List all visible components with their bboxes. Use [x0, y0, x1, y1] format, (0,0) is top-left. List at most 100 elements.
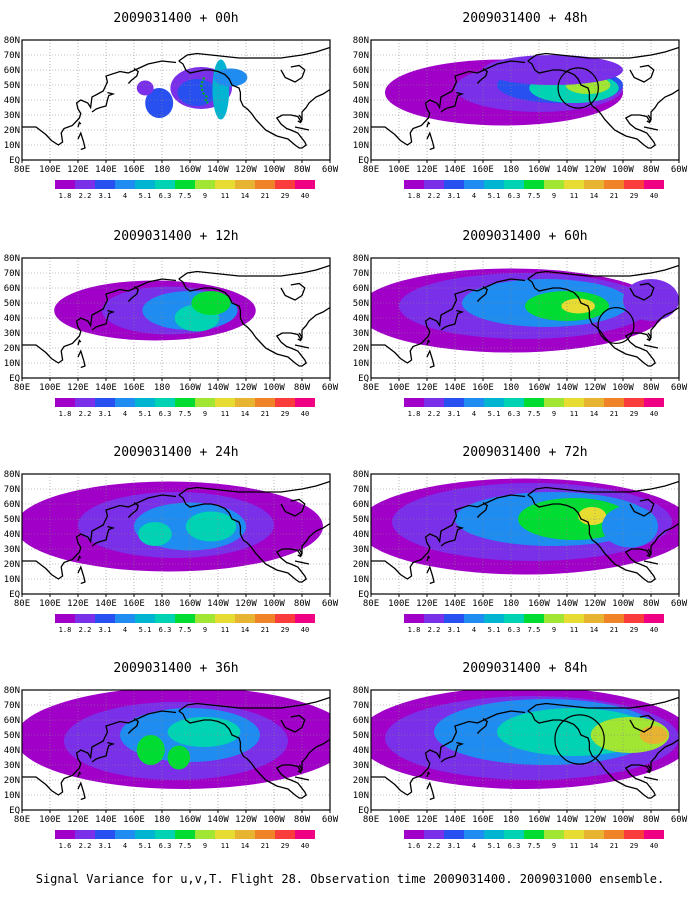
- x-tick-label: 100E: [388, 815, 410, 825]
- y-tick-label: 40N: [353, 96, 369, 106]
- colorbar-swatch: [464, 614, 484, 623]
- y-tick-label: 40N: [353, 314, 369, 324]
- x-tick-label: 100W: [612, 165, 634, 175]
- y-tick-label: 50N: [353, 299, 369, 309]
- coastline: [22, 46, 330, 151]
- colorbar-label: 1.8: [408, 626, 421, 634]
- colorbar-swatch: [524, 614, 544, 623]
- y-tick-label: 30N: [4, 545, 20, 555]
- y-tick-label: 30N: [4, 329, 20, 339]
- x-tick-label: 80W: [643, 599, 660, 609]
- colorbar-swatch: [195, 180, 215, 189]
- colorbar-swatch: [215, 614, 235, 623]
- x-tick-label: 180: [154, 165, 170, 175]
- colorbar-label: 21: [261, 192, 269, 200]
- y-tick-label: 30N: [4, 761, 20, 771]
- colorbar-label: 5.1: [488, 192, 501, 200]
- colorbar-swatch: [135, 614, 155, 623]
- colorbar-label: 40: [301, 192, 309, 200]
- colorbar-swatch: [564, 398, 584, 407]
- y-tick-label: 70N: [353, 269, 369, 279]
- x-tick-label: 80W: [294, 383, 311, 393]
- colorbar-label: 7.5: [179, 410, 192, 418]
- x-tick-label: 140W: [556, 599, 578, 609]
- coastline: [371, 480, 679, 585]
- colorbar-label: 7.5: [179, 192, 192, 200]
- colorbar-label: 14: [590, 842, 598, 850]
- gridlines: [22, 474, 330, 594]
- x-tick-label: 100E: [39, 383, 61, 393]
- colorbar-swatch: [524, 398, 544, 407]
- x-tick-label: 60W: [671, 165, 688, 175]
- x-tick-label: 80W: [643, 383, 660, 393]
- colorbar-label: 1.8: [59, 410, 72, 418]
- colorbar-swatch: [584, 830, 604, 839]
- y-tick-label: 40N: [4, 314, 20, 324]
- x-tick-label: 120W: [584, 599, 606, 609]
- colorbar-label: 1.8: [408, 410, 421, 418]
- y-tick-label: 70N: [4, 51, 20, 61]
- x-tick-label: 80W: [294, 599, 311, 609]
- colorbar-label: 2.2: [428, 626, 441, 634]
- colorbar-swatch: [524, 180, 544, 189]
- map-panel: 2009031400 + 60h 80E 100E 120E 140E 160E 180 16…: [353, 229, 688, 418]
- x-tick-label: 100E: [388, 599, 410, 609]
- colorbar-label: 5.1: [488, 626, 501, 634]
- colorbar-swatch: [95, 398, 115, 407]
- colorbar-swatch: [295, 398, 315, 407]
- colorbar-swatch: [115, 614, 135, 623]
- x-tick-label: 160W: [528, 815, 550, 825]
- colorbar-label: 11: [570, 626, 578, 634]
- y-tick-label: 80N: [4, 254, 20, 264]
- x-tick-label: 180: [503, 599, 519, 609]
- y-tick-label: EQ: [9, 806, 20, 816]
- colorbar-label: 29: [630, 192, 638, 200]
- colorbar-label: 1.6: [408, 842, 421, 850]
- colorbar-swatch: [275, 398, 295, 407]
- contour-region: [167, 717, 241, 747]
- y-tick-label: 30N: [353, 329, 369, 339]
- y-tick-label: 70N: [4, 485, 20, 495]
- colorbar-label: 21: [261, 842, 269, 850]
- colorbar: 1.8 2.2 3.1 4 5.1 6.3 7.5 9 11 14 21 29 40: [404, 398, 664, 418]
- y-tick-label: 20N: [353, 560, 369, 570]
- colorbar-label: 6.3: [508, 626, 521, 634]
- contour-region: [561, 298, 595, 314]
- colorbar-label: 7.5: [528, 192, 541, 200]
- colorbar-label: 9: [203, 410, 207, 418]
- colorbar-swatch: [75, 398, 95, 407]
- gridlines: [371, 690, 679, 810]
- colorbar-swatch: [295, 180, 315, 189]
- colorbar-label: 5.1: [139, 842, 152, 850]
- colorbar-label: 9: [552, 842, 556, 850]
- colorbar-swatch: [155, 180, 175, 189]
- colorbar-swatch: [544, 830, 564, 839]
- colorbar-swatch: [404, 830, 424, 839]
- map-frame: [21, 473, 331, 595]
- colorbar-label: 21: [610, 626, 618, 634]
- colorbar-swatch: [115, 830, 135, 839]
- gridlines: [22, 690, 330, 810]
- colorbar-swatch: [75, 180, 95, 189]
- colorbar-swatch: [484, 180, 504, 189]
- colorbar-swatch: [624, 614, 644, 623]
- x-tick-label: 60W: [322, 165, 339, 175]
- y-tick-label: 20N: [353, 126, 369, 136]
- colorbar-swatch: [115, 180, 135, 189]
- colorbar-label: 6.3: [508, 192, 521, 200]
- colorbar-swatch: [215, 830, 235, 839]
- gridlines: [371, 258, 679, 378]
- colorbar-label: 5.1: [488, 410, 501, 418]
- colorbar-swatch: [444, 830, 464, 839]
- colorbar-swatch: [95, 614, 115, 623]
- colorbar-swatch: [524, 830, 544, 839]
- colorbar-swatch: [604, 398, 624, 407]
- colorbar-label: 7.5: [179, 626, 192, 634]
- colorbar-label: 11: [221, 192, 229, 200]
- colorbar-swatch: [155, 614, 175, 623]
- target-circle: [557, 67, 599, 109]
- y-tick-label: 30N: [4, 111, 20, 121]
- x-tick-label: 60W: [322, 383, 339, 393]
- x-tick-label: 80W: [643, 165, 660, 175]
- colorbar-swatch: [75, 614, 95, 623]
